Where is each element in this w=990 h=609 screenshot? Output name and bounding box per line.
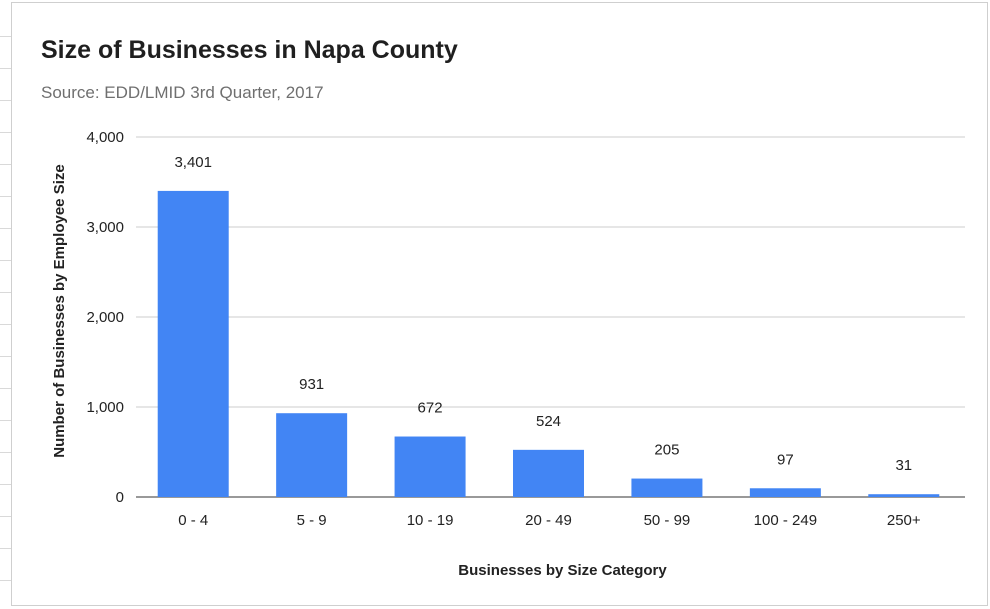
data-label: 3,401: [174, 154, 212, 171]
data-label: 931: [299, 376, 324, 393]
row-divider: [0, 516, 11, 517]
spreadsheet-row-strip: [0, 0, 11, 609]
data-label: 97: [777, 451, 794, 468]
x-axis-title: Businesses by Size Category: [458, 562, 667, 579]
x-tick-label: 5 - 9: [297, 512, 327, 529]
x-tick-label: 0 - 4: [178, 512, 208, 529]
row-divider: [0, 196, 11, 197]
row-divider: [0, 260, 11, 261]
data-label: 672: [418, 400, 443, 417]
y-tick-label: 1,000: [86, 399, 124, 416]
x-tick-label: 100 - 249: [754, 512, 817, 529]
row-divider: [0, 388, 11, 389]
row-divider: [0, 580, 11, 581]
bar: [631, 478, 703, 497]
x-tick-label: 20 - 49: [525, 512, 572, 529]
x-tick-label: 50 - 99: [644, 512, 691, 529]
bar: [749, 488, 821, 497]
row-divider: [0, 164, 11, 165]
bar: [868, 494, 940, 497]
x-tick-label: 10 - 19: [407, 512, 454, 529]
data-label: 31: [895, 457, 912, 474]
row-divider: [0, 100, 11, 101]
row-divider: [0, 132, 11, 133]
chart-container[interactable]: Size of Businesses in Napa County Source…: [11, 2, 988, 606]
bar: [513, 449, 584, 497]
row-divider: [0, 452, 11, 453]
bar: [157, 190, 229, 497]
y-axis-title: Number of Businesses by Employee Size: [51, 164, 68, 457]
row-divider: [0, 324, 11, 325]
row-divider: [0, 292, 11, 293]
row-divider: [0, 228, 11, 229]
y-tick-label: 0: [116, 489, 124, 506]
row-divider: [0, 484, 11, 485]
chart-title: Size of Businesses in Napa County: [41, 36, 458, 64]
bar: [276, 413, 348, 497]
row-divider: [0, 36, 11, 37]
row-divider: [0, 548, 11, 549]
x-tick-label: 250+: [887, 512, 921, 529]
y-tick-label: 3,000: [86, 219, 124, 236]
bar-chart: 0 1,000 2,000 3,000 4,000 3,401 0 - 4 931 5 - 9 6…: [51, 129, 965, 579]
row-divider: [0, 356, 11, 357]
row-divider: [0, 420, 11, 421]
data-label: 205: [654, 442, 679, 459]
data-label: 524: [536, 413, 561, 430]
bar: [394, 436, 466, 497]
y-tick-label: 2,000: [86, 309, 124, 326]
y-tick-label: 4,000: [86, 129, 124, 146]
chart-subtitle: Source: EDD/LMID 3rd Quarter, 2017: [41, 83, 324, 102]
row-divider: [0, 68, 11, 69]
